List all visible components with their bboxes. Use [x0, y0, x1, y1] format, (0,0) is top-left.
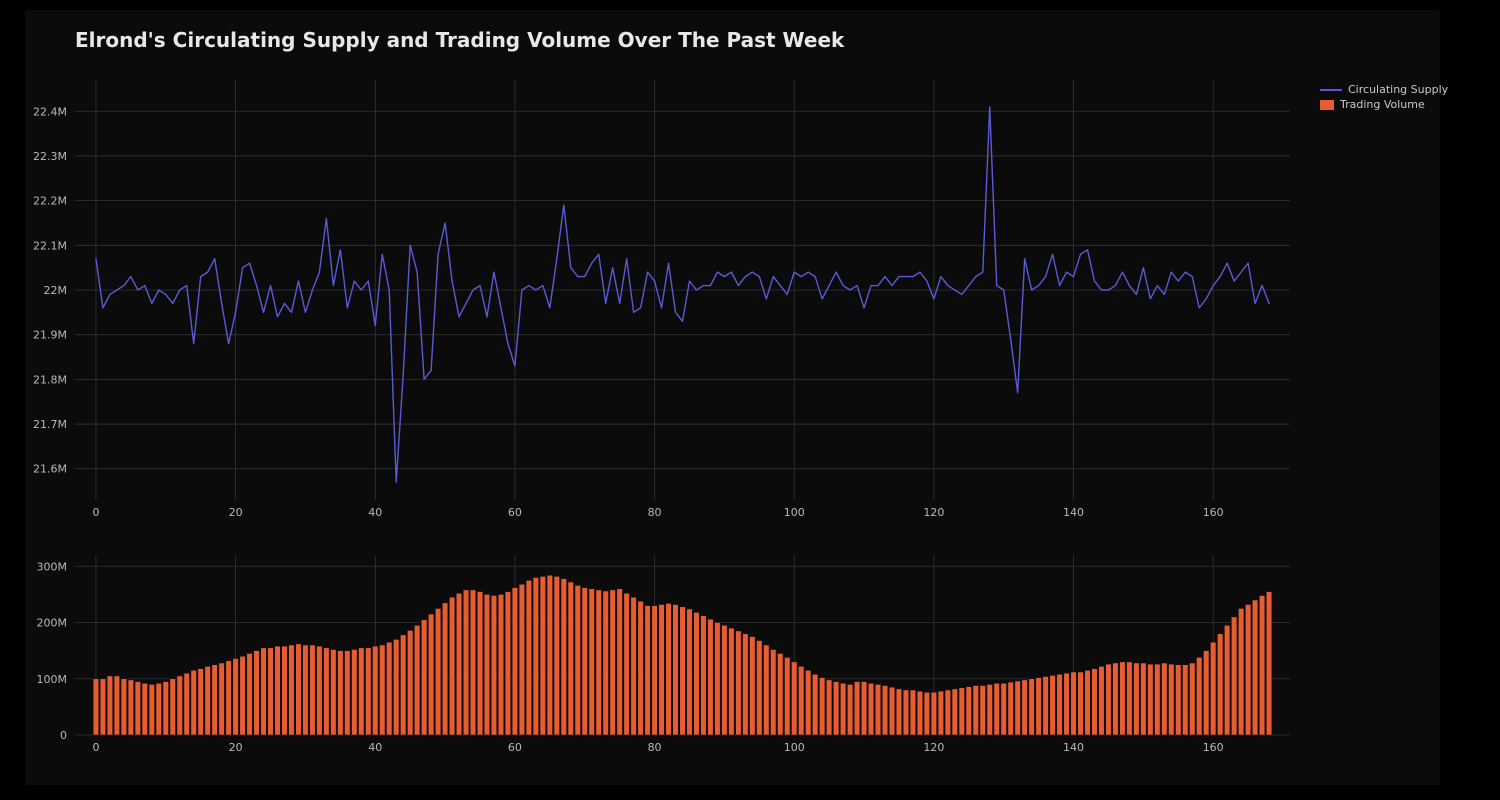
x-tick-label: 160	[1203, 741, 1224, 754]
chart-stage: { "canvas": { "width": 1500, "height": 8…	[0, 0, 1500, 800]
x-tick-label: 100	[784, 506, 805, 519]
y-tick-label: 0	[60, 729, 67, 742]
y-tick-label: 22M	[44, 284, 68, 297]
y-tick-label: 200M	[37, 617, 68, 630]
y-tick-label: 22.1M	[33, 239, 67, 252]
circulating-supply-line	[96, 107, 1269, 482]
y-tick-label: 22.3M	[33, 150, 67, 163]
y-tick-label: 22.4M	[33, 105, 67, 118]
x-tick-label: 160	[1203, 506, 1224, 519]
x-tick-label: 0	[92, 506, 99, 519]
x-tick-label: 40	[368, 741, 382, 754]
trading-volume-bars	[93, 575, 1272, 735]
x-tick-label: 20	[229, 741, 243, 754]
x-tick-label: 80	[648, 506, 662, 519]
y-tick-label: 21.6M	[33, 463, 67, 476]
x-tick-label: 80	[648, 741, 662, 754]
chart-svg: 21.6M 21.7M 21.8M 21.9M 22M 22.1M 22.2M 22.3M 22…	[0, 0, 1500, 800]
y-tick-label: 22.2M	[33, 195, 67, 208]
x-tick-label: 140	[1063, 506, 1084, 519]
x-tick-label: 120	[923, 741, 944, 754]
y-tick-label: 21.8M	[33, 373, 67, 386]
y-tick-label: 21.7M	[33, 418, 67, 431]
x-tick-label: 120	[923, 506, 944, 519]
x-tick-label: 60	[508, 506, 522, 519]
x-tick-label: 100	[784, 741, 805, 754]
x-tick-label: 60	[508, 741, 522, 754]
y-tick-label: 100M	[37, 673, 68, 686]
x-tick-label: 20	[229, 506, 243, 519]
y-tick-label: 300M	[37, 560, 68, 573]
x-tick-label: 0	[92, 741, 99, 754]
y-tick-label: 21.9M	[33, 329, 67, 342]
x-tick-label: 40	[368, 506, 382, 519]
x-tick-label: 140	[1063, 741, 1084, 754]
